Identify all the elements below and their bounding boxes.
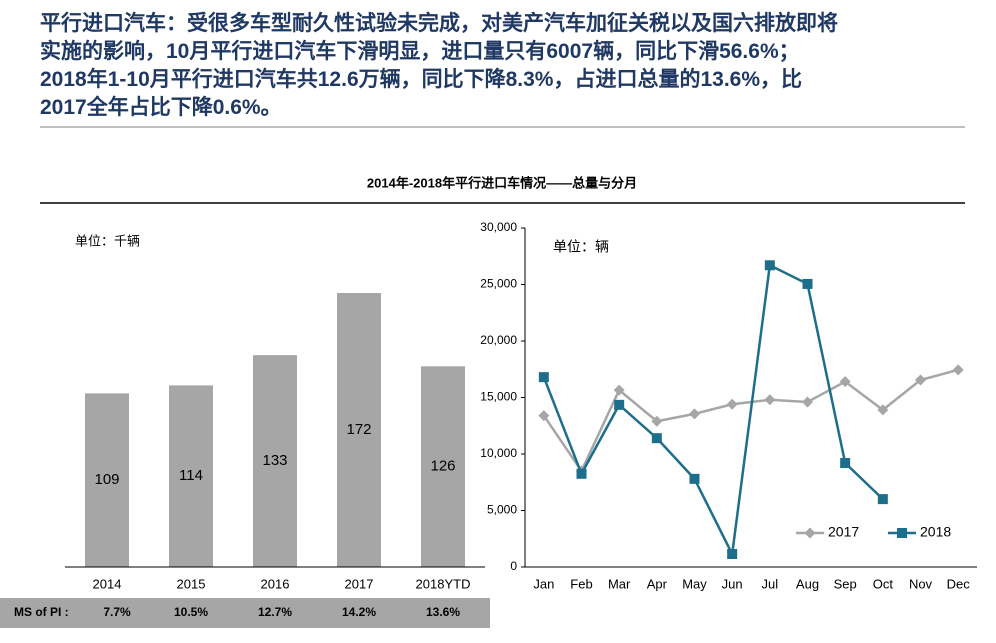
- x-tick-label: Apr: [647, 576, 668, 591]
- point: [764, 260, 775, 271]
- x-tick-label: Oct: [873, 576, 894, 591]
- data-label: 172: [346, 421, 371, 438]
- x-tick-label: 2015: [177, 576, 206, 591]
- x-tick-label: Dec: [947, 576, 971, 591]
- series-line: [542, 368, 959, 474]
- header-line: 2017全年占比下降0.6%。: [40, 95, 282, 119]
- point: [689, 408, 700, 420]
- point: [764, 394, 776, 406]
- legend-label: 2018: [920, 524, 951, 540]
- x-tick-label: Jun: [722, 576, 743, 591]
- series-line: [542, 263, 884, 559]
- point: [877, 494, 888, 505]
- x-tick-label: Jan: [533, 576, 554, 591]
- x-tick-label: 2016: [261, 576, 290, 591]
- y-tick-label: 10,000: [480, 446, 517, 460]
- point: [727, 549, 738, 560]
- point: [538, 410, 550, 422]
- point: [614, 399, 625, 410]
- x-tick-label: Jul: [762, 576, 779, 591]
- point: [877, 404, 889, 416]
- point: [952, 364, 964, 376]
- y-tick-label: 0: [510, 559, 517, 573]
- unit-label: 单位：千辆: [75, 233, 140, 248]
- x-tick-label: 2018YTD: [416, 576, 471, 591]
- point: [802, 396, 813, 408]
- header-line: 2018年1-10月平行进口汽车共12.6万辆，同比下降8.3%，占进口总量的1…: [40, 67, 802, 91]
- x-tick-label: Feb: [570, 576, 592, 591]
- point: [576, 468, 587, 479]
- point: [802, 278, 813, 289]
- share-cell: 12.7%: [258, 605, 292, 619]
- x-tick-label: May: [682, 576, 707, 591]
- point: [839, 376, 851, 388]
- legend-marker: [897, 528, 907, 538]
- unit-label: 单位：辆: [553, 239, 609, 255]
- share-label: MS of PI :: [14, 605, 69, 619]
- data-label: 109: [94, 471, 119, 488]
- bar: [253, 355, 297, 567]
- share-cell: 14.2%: [342, 605, 376, 619]
- y-tick-label: 20,000: [480, 333, 517, 347]
- share-band: [0, 598, 490, 628]
- y-tick-label: 15,000: [480, 390, 517, 404]
- header-line: 平行进口汽车：受很多车型耐久性试验未完成，对美产汽车加征关税以及国六排放即将: [40, 11, 838, 35]
- point: [915, 374, 926, 386]
- y-tick-label: 25,000: [480, 277, 517, 291]
- data-label: 114: [179, 467, 203, 484]
- point: [613, 384, 625, 396]
- header-line: 实施的影响，10月平行进口汽车下滑明显，进口量只有6007辆，同比下滑56.6%…: [40, 39, 800, 63]
- x-tick-label: Sep: [834, 576, 857, 591]
- legend-marker: [804, 527, 816, 539]
- point: [538, 372, 549, 383]
- x-tick-label: Mar: [608, 576, 631, 591]
- section-title: 2014年-2018年平行进口车情况——总量与分月: [367, 175, 637, 190]
- x-tick-label: 2014: [93, 576, 122, 591]
- y-tick-label: 30,000: [480, 220, 517, 234]
- point: [651, 433, 662, 444]
- share-cell: 10.5%: [174, 605, 208, 619]
- x-tick-label: Nov: [909, 576, 933, 591]
- point: [651, 415, 663, 427]
- y-tick-label: 5,000: [487, 503, 517, 517]
- bar: [85, 393, 129, 567]
- point: [840, 458, 851, 469]
- x-tick-label: Aug: [796, 576, 819, 591]
- data-label: 133: [262, 452, 287, 469]
- bar: [421, 366, 465, 567]
- bar: [169, 385, 213, 567]
- share-cell: 7.7%: [103, 605, 131, 619]
- point: [689, 473, 700, 484]
- data-label: 126: [430, 458, 455, 475]
- share-cell: 13.6%: [426, 605, 460, 619]
- bar: [337, 293, 381, 567]
- x-tick-label: 2017: [345, 576, 374, 591]
- point: [726, 398, 738, 410]
- legend-label: 2017: [828, 524, 859, 540]
